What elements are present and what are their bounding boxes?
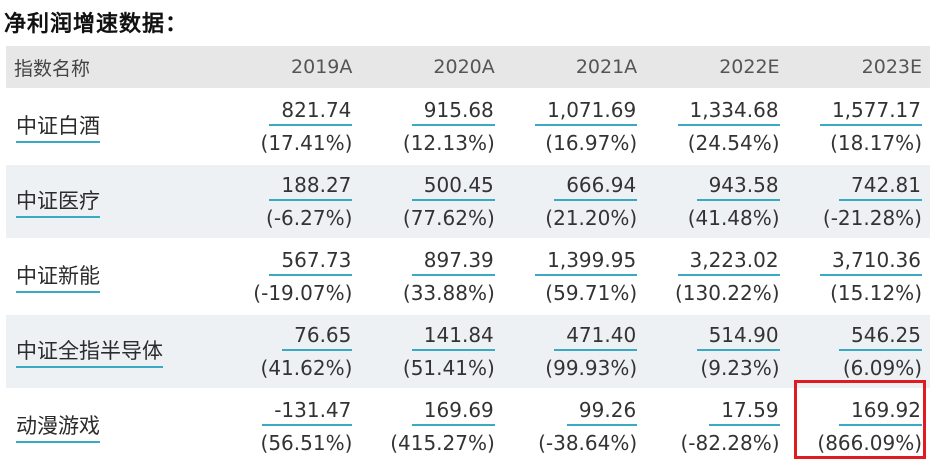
- table-cell: 76.65 (41.62%): [218, 313, 361, 389]
- profit-value-link[interactable]: 76.65: [282, 322, 353, 351]
- index-name-link[interactable]: 中证新能: [16, 260, 100, 293]
- growth-rate: (24.54%): [687, 130, 780, 155]
- net-profit-growth-table: 指数名称 2019A 2020A 2021A 2022E 2023E 中证白酒 …: [6, 46, 930, 463]
- table-cell: 1,577.17 (18.17%): [787, 88, 930, 164]
- table-cell: 943.58 (41.48%): [645, 163, 788, 239]
- profit-value-link[interactable]: 1,577.17: [819, 97, 922, 126]
- growth-rate: (415.27%): [390, 430, 495, 455]
- table-row: 中证全指半导体 76.65 (41.62%) 141.84 (51.41%) 471…: [6, 313, 930, 389]
- growth-rate: (77.62%): [402, 205, 495, 230]
- profit-value-link[interactable]: 471.40: [554, 322, 638, 351]
- profit-value-link[interactable]: 169.92: [839, 397, 922, 426]
- index-name-link[interactable]: 中证医疗: [16, 185, 100, 218]
- table-cell: 821.74 (17.41%): [218, 88, 361, 164]
- index-name-link[interactable]: 动漫游戏: [16, 410, 100, 443]
- table-cell: 500.45 (77.62%): [360, 163, 503, 239]
- index-name-link[interactable]: 中证全指半导体: [16, 335, 163, 368]
- growth-rate: (41.62%): [260, 355, 353, 380]
- header-2022e: 2022E: [645, 46, 788, 89]
- profit-value-link[interactable]: 821.74: [269, 97, 353, 126]
- page-title: 净利润增速数据：: [4, 11, 189, 37]
- table-cell: 169.69 (415.27%): [360, 388, 503, 463]
- table-cell: 141.84 (51.41%): [360, 313, 503, 389]
- growth-rate: (12.13%): [402, 130, 495, 155]
- table-cell: 514.90 (9.23%): [645, 313, 788, 389]
- table-cell: 742.81 (-21.28%): [787, 163, 930, 239]
- profit-value-link[interactable]: 169.69: [411, 397, 495, 426]
- table-row: 中证白酒 821.74 (17.41%) 915.68 (12.13%) 1,071…: [6, 88, 930, 164]
- table-row: 中证新能 567.73 (-19.07%) 897.39 (33.88%) 1,39…: [6, 238, 930, 314]
- table-cell: 666.94 (21.20%): [502, 163, 646, 239]
- growth-rate: (-38.64%): [538, 430, 638, 455]
- growth-rate: (-82.28%): [680, 430, 780, 455]
- header-2020a: 2020A: [360, 46, 503, 89]
- highlight-box: [794, 380, 926, 459]
- table-cell: 169.92 (866.09%): [787, 388, 930, 463]
- growth-rate: (18.17%): [830, 130, 922, 155]
- table-cell: 546.25 (6.09%): [787, 313, 930, 389]
- profit-value-link[interactable]: 1,399.95: [535, 247, 638, 276]
- table-cell: 1,399.95 (59.71%): [502, 238, 646, 314]
- growth-rate: (6.09%): [842, 355, 922, 380]
- profit-value-link[interactable]: 666.94: [554, 172, 638, 201]
- profit-value-link[interactable]: 1,071.69: [535, 97, 638, 126]
- table-cell: 1,334.68 (24.54%): [645, 88, 788, 164]
- profit-value-link[interactable]: 3,710.36: [819, 247, 922, 276]
- index-name-link[interactable]: 中证白酒: [16, 110, 100, 143]
- profit-value-link[interactable]: 17.59: [709, 397, 780, 426]
- profit-value-link[interactable]: -131.47: [262, 397, 353, 426]
- growth-rate: (56.51%): [260, 430, 353, 455]
- profit-value-link[interactable]: 188.27: [269, 172, 353, 201]
- profit-value-link[interactable]: 742.81: [839, 172, 922, 201]
- table-cell: 17.59 (-82.28%): [645, 388, 788, 463]
- profit-value-link[interactable]: 99.26: [566, 397, 638, 426]
- growth-rate: (-19.07%): [253, 280, 353, 305]
- profit-value-link[interactable]: 141.84: [411, 322, 495, 351]
- table-cell: 567.73 (-19.07%): [218, 238, 361, 314]
- table-cell: 3,223.02 (130.22%): [645, 238, 788, 314]
- growth-rate: (130.22%): [674, 280, 780, 305]
- table-cell: 897.39 (33.88%): [360, 238, 503, 314]
- table-cell: 915.68 (12.13%): [360, 88, 503, 164]
- profit-value-link[interactable]: 546.25: [839, 322, 922, 351]
- growth-rate: (41.48%): [687, 205, 780, 230]
- profit-value-link[interactable]: 943.58: [696, 172, 780, 201]
- header-2021a: 2021A: [502, 46, 646, 89]
- growth-rate: (-21.28%): [822, 205, 922, 230]
- growth-rate: (99.93%): [545, 355, 638, 380]
- header-2023e: 2023E: [787, 46, 930, 89]
- growth-rate: (33.88%): [402, 280, 495, 305]
- table-cell: 3,710.36 (15.12%): [787, 238, 930, 314]
- growth-rate: (15.12%): [830, 280, 922, 305]
- profit-value-link[interactable]: 567.73: [269, 247, 353, 276]
- profit-value-link[interactable]: 915.68: [411, 97, 495, 126]
- profit-value-link[interactable]: 1,334.68: [677, 97, 780, 126]
- growth-rate: (21.20%): [545, 205, 638, 230]
- header-2019a: 2019A: [218, 46, 361, 89]
- header-index-name: 指数名称: [6, 46, 218, 89]
- growth-rate: (59.71%): [545, 280, 638, 305]
- growth-rate: (-6.27%): [266, 205, 353, 230]
- growth-rate: (9.23%): [700, 355, 780, 380]
- table-row: 动漫游戏 -131.47 (56.51%) 169.69 (415.27%) 99.…: [6, 388, 930, 463]
- table-row: 中证医疗 188.27 (-6.27%) 500.45 (77.62%) 666.9…: [6, 163, 930, 239]
- profit-value-link[interactable]: 3,223.02: [677, 247, 780, 276]
- table-cell: 188.27 (-6.27%): [218, 163, 361, 239]
- growth-rate: (866.09%): [817, 430, 922, 455]
- table-cell: -131.47 (56.51%): [218, 388, 361, 463]
- table-cell: 99.26 (-38.64%): [502, 388, 646, 463]
- table-cell: 471.40 (99.93%): [502, 313, 646, 389]
- profit-value-link[interactable]: 897.39: [411, 247, 495, 276]
- growth-rate: (16.97%): [545, 130, 638, 155]
- growth-rate: (51.41%): [402, 355, 495, 380]
- profit-value-link[interactable]: 500.45: [411, 172, 495, 201]
- profit-value-link[interactable]: 514.90: [696, 322, 780, 351]
- growth-rate: (17.41%): [260, 130, 353, 155]
- table-cell: 1,071.69 (16.97%): [502, 88, 646, 164]
- table-header-row: 指数名称 2019A 2020A 2021A 2022E 2023E: [6, 46, 930, 89]
